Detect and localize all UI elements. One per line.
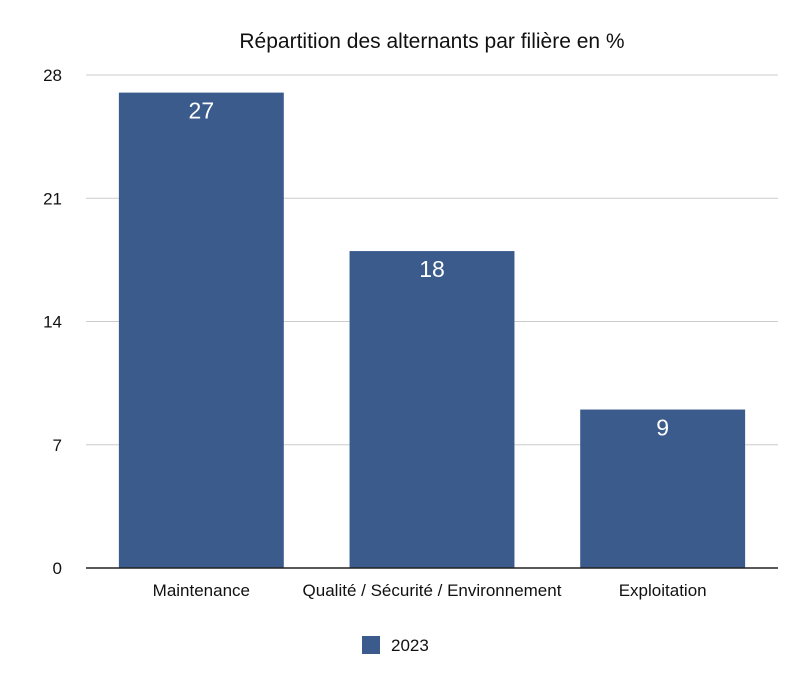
bar-1 — [118, 92, 284, 568]
y-tick-label-21: 21 — [43, 189, 62, 208]
legend-swatch-2023 — [362, 636, 380, 654]
chart-title: Répartition des alternants par filière e… — [239, 30, 624, 53]
data-label-2: 18 — [419, 256, 445, 282]
x-category-label-1: Maintenance — [153, 581, 250, 600]
x-category-label-2: Qualité / Sécurité / Environnement — [303, 581, 562, 600]
y-axis-ticks: 0 7 14 21 28 — [43, 66, 62, 578]
y-tick-label-7: 7 — [53, 436, 62, 455]
y-tick-label-0: 0 — [53, 559, 62, 578]
bar-3 — [580, 409, 746, 568]
x-category-label-3: Exploitation — [619, 581, 707, 600]
legend: 2023 — [362, 636, 429, 655]
x-axis-categories: Maintenance Qualité / Sécurité / Environn… — [153, 581, 707, 600]
y-tick-label-28: 28 — [43, 66, 62, 85]
legend-label-2023: 2023 — [391, 636, 429, 655]
bars — [118, 92, 746, 569]
data-labels: 27 18 9 — [189, 98, 670, 441]
data-label-1: 27 — [189, 98, 215, 124]
y-tick-label-14: 14 — [43, 313, 62, 332]
bar-2 — [349, 251, 515, 569]
data-label-3: 9 — [656, 415, 669, 441]
